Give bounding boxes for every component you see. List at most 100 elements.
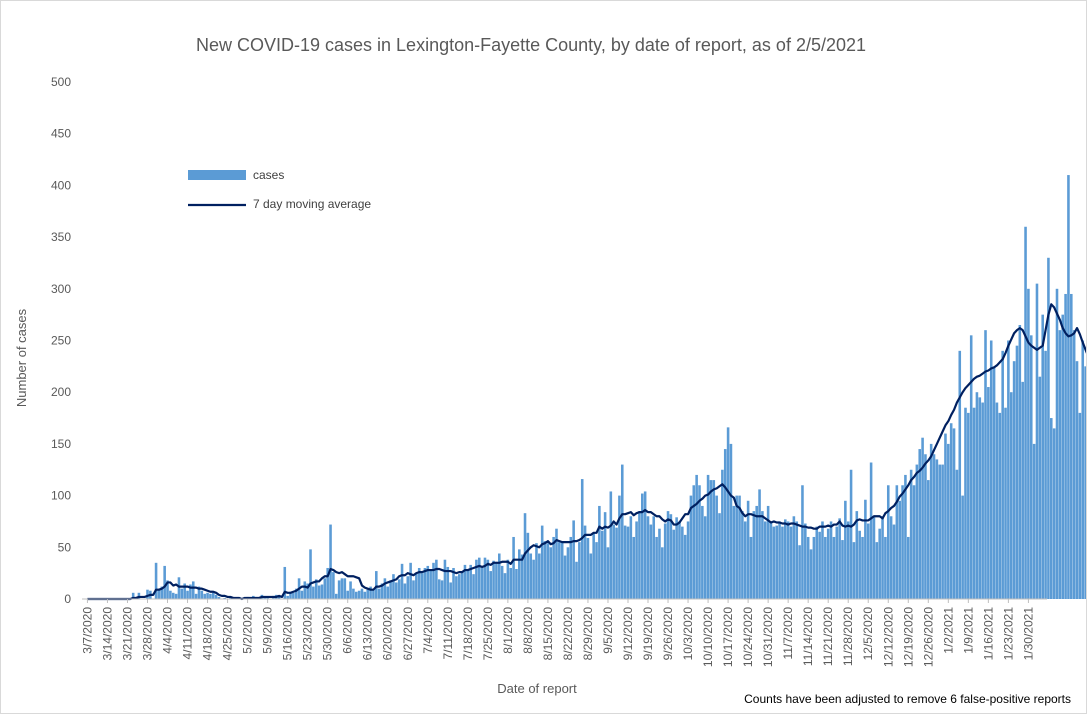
bar [166,580,169,599]
bar [975,392,979,599]
x-tick-label: 1/2/2021 [941,607,955,654]
bar [375,571,378,599]
bar [989,340,993,599]
bar [878,528,881,599]
x-tick-label: 6/6/2020 [341,607,355,654]
bar [1064,293,1067,599]
bar [1007,340,1010,599]
x-tick-label: 7/11/2020 [441,607,455,660]
x-tick-label: 7/4/2020 [421,607,435,654]
bar [566,547,570,599]
bar [1050,418,1053,599]
bar [838,518,841,599]
bar [835,526,839,599]
y-tick-label: 500 [51,75,71,89]
bar [1038,376,1042,599]
bar [832,536,836,599]
x-tick-label: 11/14/2020 [801,607,815,666]
x-axis-label: Date of report [497,681,577,696]
x-tick-label: 5/23/2020 [301,607,315,661]
bar [437,579,441,599]
bar [738,495,741,599]
bar [629,516,633,599]
bar [366,589,369,599]
bar [904,474,907,599]
bar [864,499,867,599]
bar [763,521,767,599]
y-tick-label: 400 [51,178,71,192]
bar [741,511,744,599]
legend-label-cases: cases [253,168,284,182]
bar [314,579,318,599]
bar [967,412,970,599]
bar [415,573,418,599]
bar [377,588,381,599]
bar [849,469,853,599]
bar [935,459,939,599]
bar [420,573,424,599]
bar [735,495,738,599]
bar [875,542,879,599]
bar [303,581,307,599]
bar [357,590,361,599]
bar [755,505,758,599]
x-tick-label: 4/25/2020 [221,607,235,661]
bar [907,536,910,599]
bar [558,542,561,599]
bar [563,555,567,599]
bar [294,588,298,599]
bar [852,542,856,599]
bar [363,591,367,599]
bar [209,593,212,599]
bar [492,560,495,599]
bar [183,583,186,599]
bar [154,562,158,599]
bar [961,495,964,599]
x-tick-label: 6/20/2020 [381,607,395,661]
bar [349,581,352,599]
bar [203,593,206,599]
bar [1015,345,1019,599]
bar [709,480,713,599]
bar [1052,428,1056,599]
bar [1070,293,1073,599]
bar [409,562,412,599]
bar [452,567,455,599]
x-tick-label: 9/5/2020 [601,607,615,654]
bar [526,532,530,599]
x-tick-label: 1/23/2021 [1001,607,1015,661]
bar [337,580,341,599]
bar [334,593,338,599]
bar [612,524,615,599]
bar [174,593,178,599]
bar [469,564,472,599]
bar [809,549,813,599]
bar [1072,330,1076,599]
bar [389,580,392,599]
bar [778,521,781,599]
bar [652,516,656,599]
bar [549,547,553,599]
bar [266,597,269,599]
bar [400,563,404,599]
bar [538,553,541,599]
bar [681,526,684,599]
y-axis-label: Number of cases [14,308,29,407]
bar [397,579,401,599]
bar [987,387,990,599]
bar [475,559,478,599]
bar [457,574,461,599]
bar [289,591,292,599]
x-tick-label: 9/19/2020 [641,607,655,661]
bar [698,485,701,599]
bar [189,584,192,599]
bar [672,529,676,599]
bar-series-cases [131,175,1086,599]
bar [658,528,661,599]
bar [412,580,415,599]
bar [578,542,581,599]
bar [592,532,595,599]
bar [620,464,624,599]
x-tick-label: 12/26/2020 [921,607,935,667]
